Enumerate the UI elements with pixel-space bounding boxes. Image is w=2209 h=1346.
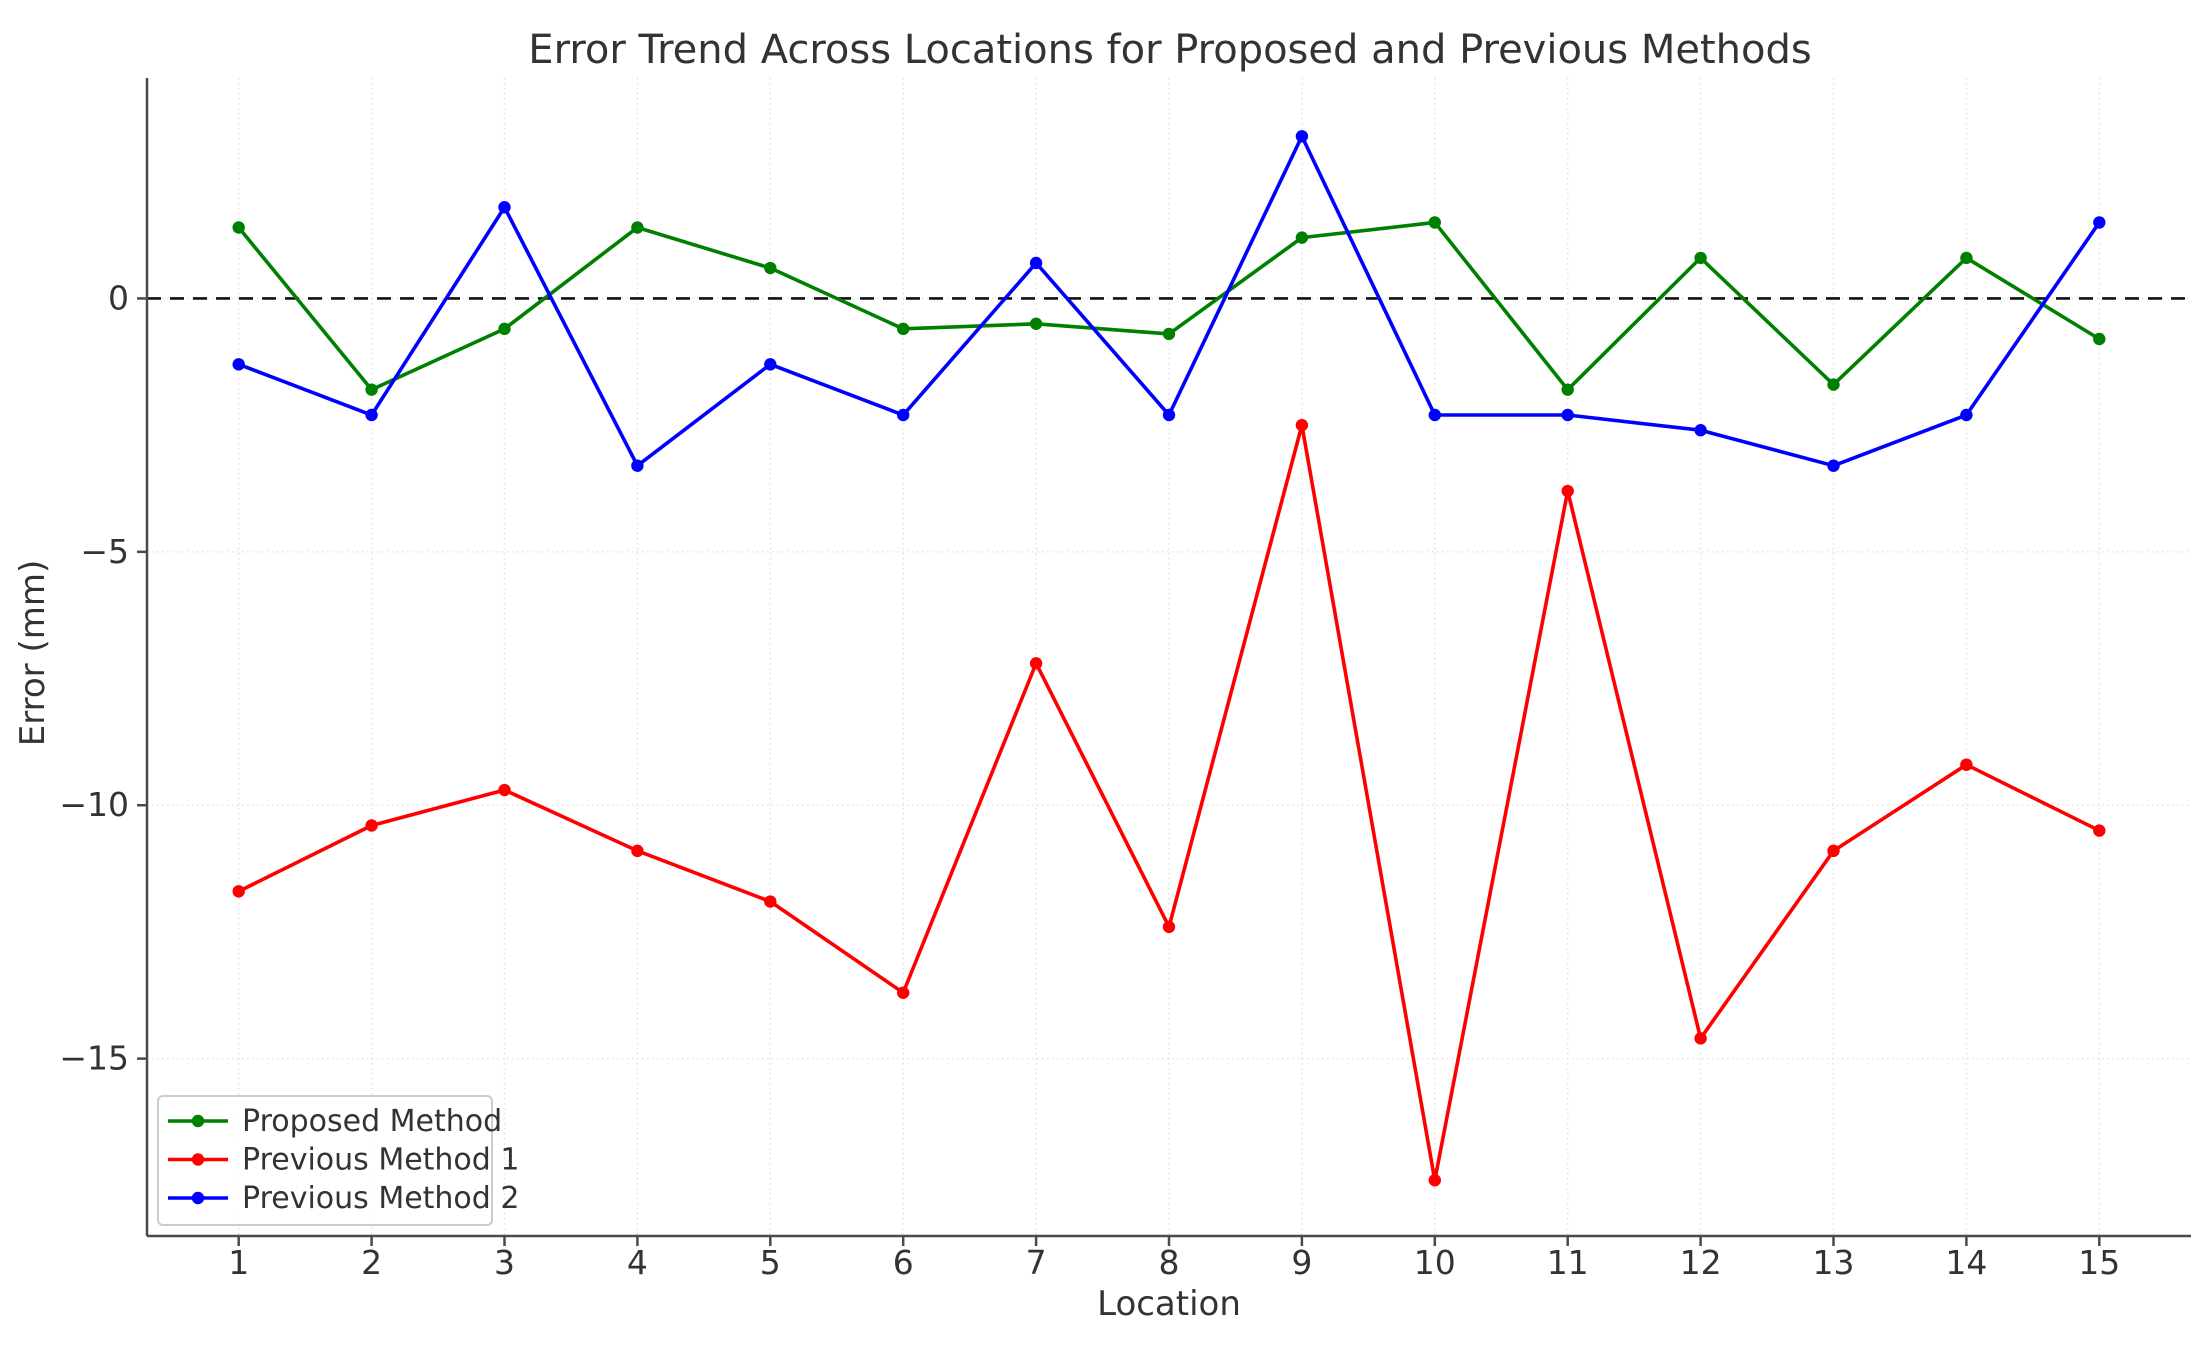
data-point xyxy=(1827,844,1840,858)
data-point xyxy=(764,895,777,908)
series-previous-method-2 xyxy=(232,130,2106,472)
grid-layer xyxy=(147,78,2191,1236)
x-tick-label: 14 xyxy=(1945,1243,1987,1282)
data-point xyxy=(498,201,511,214)
chart-title: Error Trend Across Locations for Propose… xyxy=(528,27,1811,73)
data-point xyxy=(1162,920,1176,934)
data-point xyxy=(232,221,245,234)
data-point xyxy=(232,885,245,898)
data-point xyxy=(1960,251,1973,265)
legend-marker xyxy=(191,1153,205,1166)
data-point xyxy=(1827,459,1840,472)
x-tick-label: 11 xyxy=(1547,1243,1589,1282)
data-point xyxy=(1561,383,1574,396)
data-point xyxy=(1428,408,1441,422)
y-tick-label: −5 xyxy=(80,532,129,571)
data-point xyxy=(1561,408,1574,422)
legend-item-proposed-method: Proposed Method xyxy=(168,1104,502,1139)
data-point xyxy=(1561,484,1574,498)
data-point xyxy=(1029,657,1043,670)
data-point xyxy=(1029,317,1043,330)
data-point xyxy=(1694,251,1707,265)
y-tick-label: −15 xyxy=(59,1039,129,1078)
data-point xyxy=(2093,824,2106,837)
x-tick-label: 6 xyxy=(893,1243,914,1282)
data-point xyxy=(631,844,644,858)
x-tick-label: 7 xyxy=(1026,1243,1047,1282)
y-tick-label: 0 xyxy=(108,278,129,317)
x-tick-label: 4 xyxy=(627,1243,648,1282)
data-point xyxy=(1029,256,1043,270)
legend-marker xyxy=(191,1114,205,1128)
x-tick-label: 10 xyxy=(1414,1243,1456,1282)
data-point xyxy=(631,221,644,234)
data-point xyxy=(764,358,777,371)
data-point xyxy=(1960,758,1973,771)
series-previous-method-1 xyxy=(232,418,2106,1187)
x-tick-label: 9 xyxy=(1291,1243,1312,1282)
data-point xyxy=(1295,130,1309,143)
x-tick-label: 1 xyxy=(228,1243,249,1282)
x-tick-label: 15 xyxy=(2078,1243,2120,1282)
data-point xyxy=(1162,327,1176,341)
legend-item-previous-method-2: Previous Method 2 xyxy=(168,1181,519,1216)
data-point xyxy=(1694,424,1707,437)
data-point xyxy=(498,322,511,336)
legend-item-previous-method-1: Previous Method 1 xyxy=(168,1143,519,1178)
data-point xyxy=(2093,332,2106,346)
y-axis-label: Error (mm) xyxy=(13,560,53,746)
series-line xyxy=(236,220,2102,392)
series-layer xyxy=(232,130,2106,1187)
legend: Proposed Method Previous Method 1Previous… xyxy=(157,1095,519,1226)
data-point xyxy=(498,783,511,797)
legend-label: Previous Method 2 xyxy=(242,1181,519,1216)
data-point xyxy=(2093,216,2106,229)
x-tick-label: 12 xyxy=(1680,1243,1722,1282)
x-tick-label: 8 xyxy=(1159,1243,1180,1282)
data-point xyxy=(1827,378,1840,391)
x-axis-label: Location xyxy=(1097,1284,1241,1324)
x-tick-label: 13 xyxy=(1812,1243,1854,1282)
data-point xyxy=(1162,408,1176,422)
data-point xyxy=(1960,408,1973,422)
y-tick-label: −10 xyxy=(59,785,129,824)
legend-label: Proposed Method xyxy=(242,1104,502,1139)
data-point xyxy=(897,986,910,999)
data-point xyxy=(365,819,378,832)
legend-marker xyxy=(191,1191,205,1205)
data-point xyxy=(1428,216,1441,229)
data-point xyxy=(1694,1032,1707,1045)
legend-box xyxy=(157,1095,493,1226)
data-point xyxy=(764,261,777,275)
data-point xyxy=(232,358,245,371)
data-point xyxy=(897,408,910,422)
x-tick-label: 2 xyxy=(361,1243,382,1282)
legend-label: Previous Method 1 xyxy=(242,1143,519,1178)
x-tick-label: 5 xyxy=(760,1243,781,1282)
data-point xyxy=(1295,231,1309,244)
axes-layer: 1 2 3 4 5 6 7 8 9 10 11 12 13 14 150−5−10−15 xyxy=(59,78,2191,1282)
data-point xyxy=(631,459,644,472)
data-point xyxy=(1295,418,1309,432)
data-point xyxy=(1428,1174,1441,1187)
data-point xyxy=(897,322,910,336)
data-point xyxy=(365,408,378,422)
x-tick-label: 3 xyxy=(494,1243,515,1282)
data-point xyxy=(365,383,378,396)
